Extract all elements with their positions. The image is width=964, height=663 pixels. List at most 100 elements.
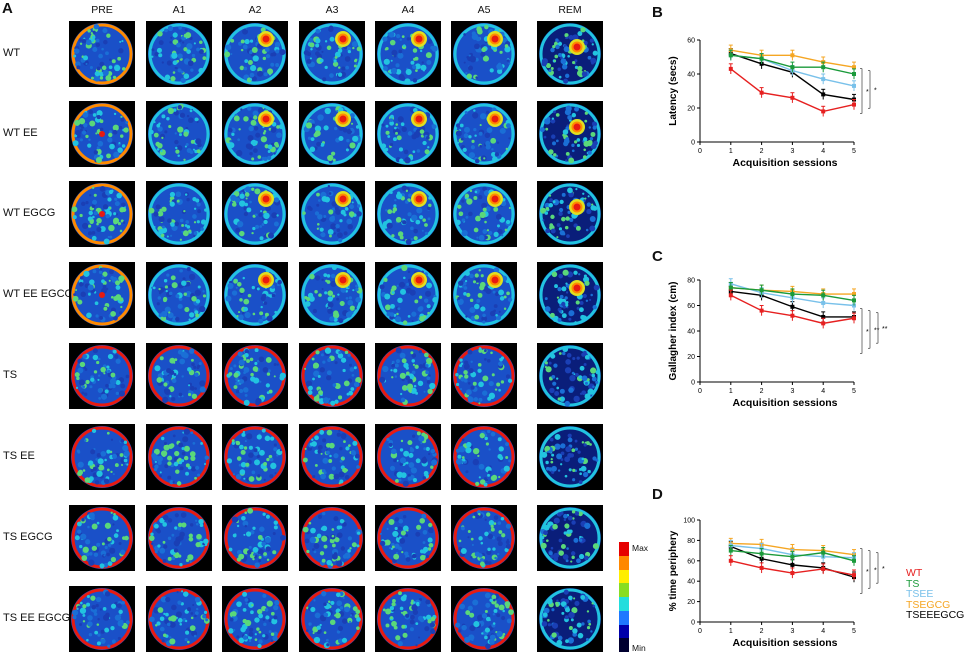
x-tick-label: 3 (790, 628, 794, 635)
heatmap-cell (146, 505, 212, 571)
data-point (821, 77, 826, 82)
y-tick-label: 40 (687, 72, 695, 79)
x-tick-label: 3 (790, 388, 794, 395)
x-tick-label: 4 (821, 628, 825, 635)
heatmap-cell (451, 21, 517, 87)
heatmap-cell (537, 505, 603, 571)
heatmap-cell (451, 586, 517, 652)
x-tick-label: 5 (852, 148, 856, 155)
heatmap-cell (299, 262, 365, 328)
x-tick-label: 0 (698, 388, 702, 395)
heatmap-cell (146, 21, 212, 87)
heatmap-cell (222, 21, 288, 87)
heatmap-cell (222, 101, 288, 167)
data-point (852, 83, 856, 88)
y-tick-label: 20 (687, 354, 695, 361)
y-axis-label: Latency (secs) (668, 56, 679, 125)
x-tick-label: 0 (698, 628, 702, 635)
heatmap-cell (375, 21, 441, 87)
x-tick-label: 3 (790, 148, 794, 155)
heatmap-cell (222, 262, 288, 328)
heatmap-cell (375, 505, 441, 571)
heatmap-cell (146, 586, 212, 652)
data-point (790, 313, 795, 318)
heatmap-cell (299, 586, 365, 652)
x-tick-label: 1 (729, 148, 733, 155)
colorbar-step (619, 597, 629, 611)
y-tick-label: 80 (687, 538, 695, 545)
chart-gallagher-index: 0 1 2 3 4 5 0 20 40 60 80 Acquisition sessions Galla… (664, 266, 914, 418)
column-label: A3 (325, 4, 339, 16)
heatmap-cell (299, 181, 365, 247)
heatmap-cell (451, 262, 517, 328)
column-label: A1 (172, 4, 186, 16)
data-point (821, 293, 826, 298)
row-label: TS EE (3, 450, 35, 462)
heatmap-cell (375, 181, 441, 247)
heatmap-cell (146, 262, 212, 328)
data-point (728, 558, 733, 563)
legend-entry: WT (906, 567, 923, 579)
legend-entry: TS (906, 577, 920, 590)
significance-marker: * (874, 87, 877, 94)
data-point (759, 56, 764, 61)
significance-marker: * (866, 569, 869, 576)
colorbar-step (619, 569, 629, 584)
legend-entry: TSEGCG (906, 598, 951, 611)
significance-marker: ** (882, 326, 888, 333)
heatmap-cell (537, 181, 603, 247)
legend-entry: TSEE (906, 588, 934, 600)
heatmap-cell (69, 101, 135, 167)
data-point (759, 551, 764, 556)
heatmap-cell (299, 505, 365, 571)
panel-letter-a: A (2, 0, 13, 17)
data-point (852, 102, 856, 107)
y-tick-label: 80 (687, 278, 695, 285)
x-tick-label: 2 (760, 628, 764, 635)
panel-letter-c: C (652, 248, 663, 265)
heatmap-cell (451, 101, 517, 167)
heatmap-cell (299, 424, 365, 490)
data-point (728, 293, 733, 298)
x-axis-label: Acquisition sessions (732, 637, 837, 649)
heatmap-cell (222, 181, 288, 247)
colorbar-step (619, 555, 629, 570)
data-point (821, 65, 826, 70)
significance-marker: * (866, 89, 869, 96)
y-tick-label: 60 (687, 38, 695, 45)
data-point (852, 573, 856, 578)
row-label: WT EE (3, 127, 38, 139)
colorbar-step (619, 583, 629, 597)
colorbar-step (619, 624, 629, 639)
heatmap-cell (451, 343, 517, 409)
data-point (728, 548, 733, 553)
chart-time-periphery: 0 1 2 3 4 5 0 20 40 60 80 100 Acquisition sessions % … (664, 506, 914, 658)
heatmap-cell (69, 343, 135, 409)
data-point (790, 95, 795, 100)
chart-legend: WT TS TSEE TSEGCG TSEEEGCG (906, 568, 964, 621)
data-point (759, 90, 764, 95)
y-axis-label: % time periphery (668, 530, 679, 611)
heatmap-cell (299, 21, 365, 87)
legend-entry: TSEEEGCG (906, 609, 964, 621)
colorbar-min-label: Min (632, 643, 646, 653)
row-label: TS EE EGCG (3, 612, 71, 624)
y-tick-label: 60 (687, 558, 695, 565)
heatmap-cell (146, 424, 212, 490)
x-tick-label: 0 (698, 148, 702, 155)
data-point (852, 72, 856, 76)
heatmap-cell (222, 343, 288, 409)
data-point (852, 292, 856, 297)
heatmap-cell (69, 181, 135, 247)
data-point (852, 316, 856, 321)
heatmap-cell (537, 586, 603, 652)
x-tick-label: 4 (821, 148, 825, 155)
row-label: WT (3, 47, 21, 59)
heatmap-cell (69, 586, 135, 652)
y-tick-label: 20 (687, 106, 695, 113)
x-tick-label: 5 (852, 628, 856, 635)
data-point (821, 550, 826, 555)
data-point (852, 558, 856, 563)
heatmap-cell (69, 424, 135, 490)
data-point (759, 565, 764, 570)
